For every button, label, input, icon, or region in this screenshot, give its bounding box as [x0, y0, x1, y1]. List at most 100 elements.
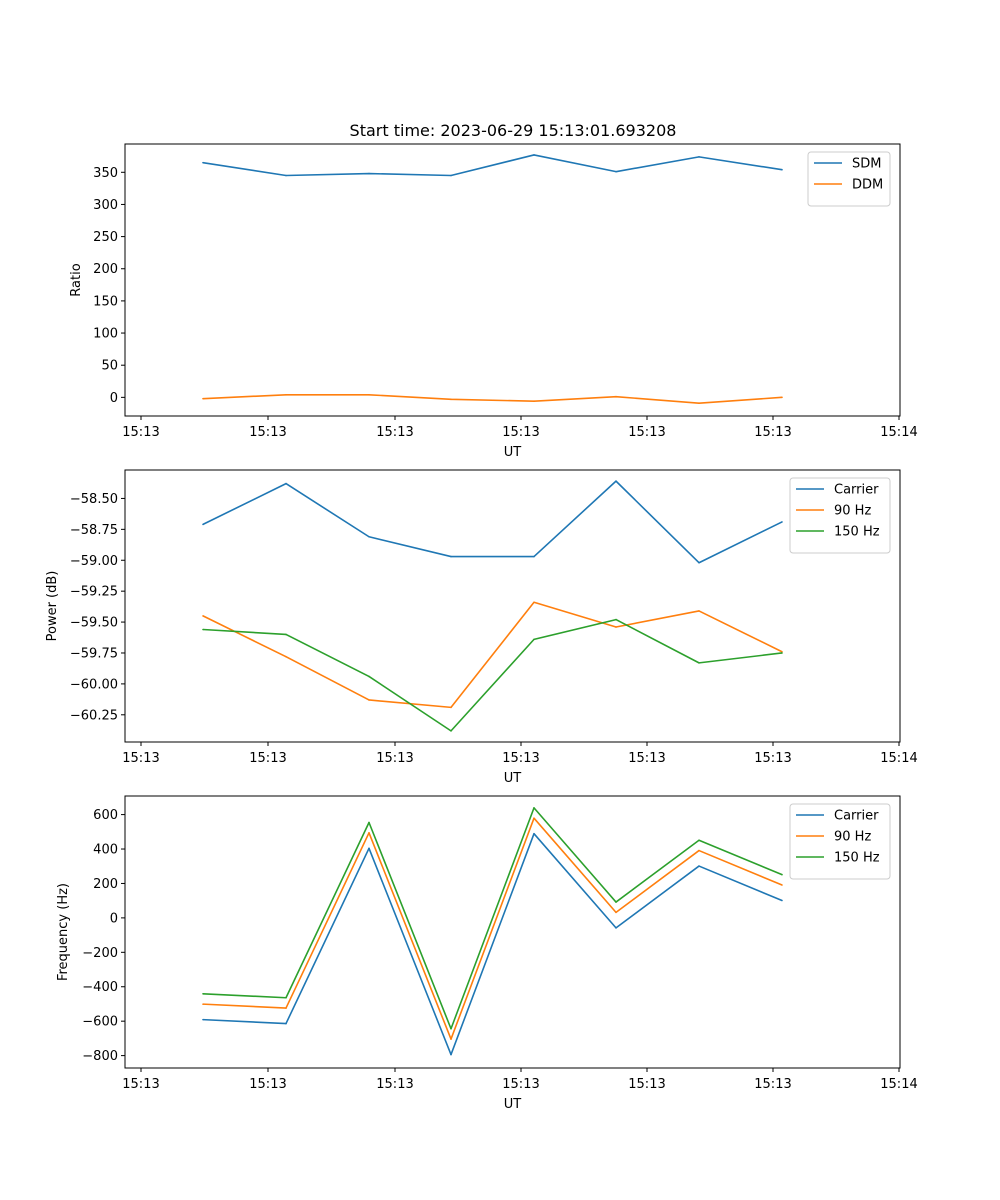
x-tick-label: 15:13	[249, 751, 286, 766]
series-line-carrier	[202, 832, 783, 1056]
data-point-150-hz	[781, 652, 783, 654]
chart-panel-2: 15:13 15:13 15:13 15:13 15:13 15:13 15:14 −60.2…	[45, 469, 918, 786]
data-point-carrier	[368, 535, 370, 538]
data-point-90-hz	[781, 884, 783, 886]
x-tick-label: 15:13	[122, 425, 159, 440]
data-point-ddm	[368, 393, 370, 396]
data-point-150-hz	[368, 675, 370, 678]
y-tick-label: 150	[93, 294, 118, 309]
y-tick-label: −58.50	[70, 492, 118, 507]
x-tick-label: 15:13	[122, 1077, 159, 1092]
legend-label-90-hz: 90 Hz	[834, 504, 871, 519]
y-tick-label: −800	[82, 1049, 118, 1064]
y-tick-label: 0	[110, 911, 118, 926]
data-point-carrier	[533, 832, 535, 835]
y-tick-label: −59.00	[70, 554, 118, 569]
x-tick-label: 15:14	[880, 425, 917, 440]
data-point-90-hz	[368, 832, 370, 834]
data-point-90-hz	[202, 615, 204, 617]
data-point-sdm	[533, 154, 535, 156]
x-tick-label: 15:13	[628, 1077, 665, 1092]
data-point-150-hz	[615, 618, 617, 621]
data-point-carrier	[285, 482, 287, 485]
series-line-90-hz	[202, 601, 783, 709]
figure-title: Start time: 2023-06-29 15:13:01.693208	[350, 121, 677, 140]
series-line-150-hz	[202, 618, 783, 732]
data-point-150-hz	[285, 633, 287, 636]
legend-box	[789, 803, 891, 880]
plot-frame	[124, 795, 901, 1069]
y-tick-label: 200	[93, 262, 118, 277]
y-tick-label: 200	[93, 877, 118, 892]
x-tick-label: 15:13	[754, 751, 791, 766]
data-point-90-hz	[781, 650, 783, 653]
x-tick-label: 15:13	[628, 751, 665, 766]
plot-frame	[124, 143, 901, 417]
x-tick-label: 15:13	[249, 1077, 286, 1092]
data-point-90-hz	[615, 911, 617, 914]
data-point-90-hz	[533, 601, 535, 604]
x-axis-label: UT	[504, 771, 522, 786]
legend-label-ddm: DDM	[852, 178, 883, 193]
legend-box	[807, 151, 891, 207]
data-point-carrier	[615, 480, 617, 482]
data-point-90-hz	[698, 610, 700, 612]
series-line-ddm	[202, 393, 783, 404]
x-tick-label: 15:13	[754, 1077, 791, 1092]
y-axis-label: Frequency (Hz)	[56, 883, 71, 981]
y-tick-label: −59.50	[70, 616, 118, 631]
data-point-sdm	[450, 174, 452, 177]
series-line-sdm	[202, 154, 783, 177]
legend-label-carrier: Carrier	[834, 483, 879, 498]
x-tick-label: 15:13	[376, 751, 413, 766]
data-point-sdm	[368, 172, 370, 175]
x-tick-label: 15:14	[880, 751, 917, 766]
y-tick-label: −59.25	[70, 585, 118, 600]
data-point-carrier	[698, 561, 700, 564]
data-point-90-hz	[368, 699, 370, 701]
data-point-90-hz	[202, 1003, 204, 1005]
y-tick-label: −400	[82, 980, 118, 995]
y-axis-label: Power (dB)	[45, 571, 60, 642]
data-point-90-hz	[285, 1007, 287, 1009]
data-point-150-hz	[368, 821, 370, 824]
series-line-carrier	[202, 480, 783, 564]
data-point-90-hz	[450, 706, 452, 709]
data-point-sdm	[615, 170, 617, 173]
data-point-carrier	[368, 847, 370, 850]
x-tick-label: 15:13	[376, 425, 413, 440]
data-point-90-hz	[615, 626, 617, 628]
legend: Carrier 90 Hz 150 Hz	[789, 477, 891, 554]
y-tick-label: −58.75	[70, 523, 118, 538]
data-point-carrier	[202, 1018, 204, 1021]
data-point-150-hz	[450, 1027, 452, 1030]
legend-label-carrier: Carrier	[834, 809, 879, 824]
data-point-sdm	[285, 174, 287, 177]
data-point-ddm	[533, 400, 535, 403]
y-axis-label: Ratio	[69, 263, 84, 296]
data-point-ddm	[285, 393, 287, 396]
data-point-carrier	[781, 521, 783, 523]
data-point-carrier	[450, 1053, 452, 1056]
chart-panel-1: 15:13 15:13 15:13 15:13 15:13 15:13 15:14 0 50 10…	[69, 143, 918, 460]
data-point-150-hz	[450, 730, 452, 732]
legend: SDM DDM	[807, 151, 891, 207]
data-point-150-hz	[781, 873, 783, 876]
data-point-90-hz	[285, 655, 287, 658]
data-point-150-hz	[202, 628, 204, 631]
series-line-150-hz	[202, 807, 783, 1030]
x-axis-label: UT	[504, 445, 522, 460]
data-point-150-hz	[533, 638, 535, 641]
series-line-90-hz	[202, 817, 783, 1040]
x-tick-label: 15:13	[628, 425, 665, 440]
legend-box	[789, 477, 891, 554]
data-point-ddm	[615, 395, 617, 398]
data-point-150-hz	[698, 662, 700, 664]
y-tick-label: 400	[93, 843, 118, 858]
x-tick-label: 15:13	[754, 425, 791, 440]
data-point-150-hz	[615, 901, 617, 903]
x-tick-label: 15:13	[122, 751, 159, 766]
data-point-carrier	[615, 927, 617, 929]
x-tick-label: 15:13	[376, 1077, 413, 1092]
